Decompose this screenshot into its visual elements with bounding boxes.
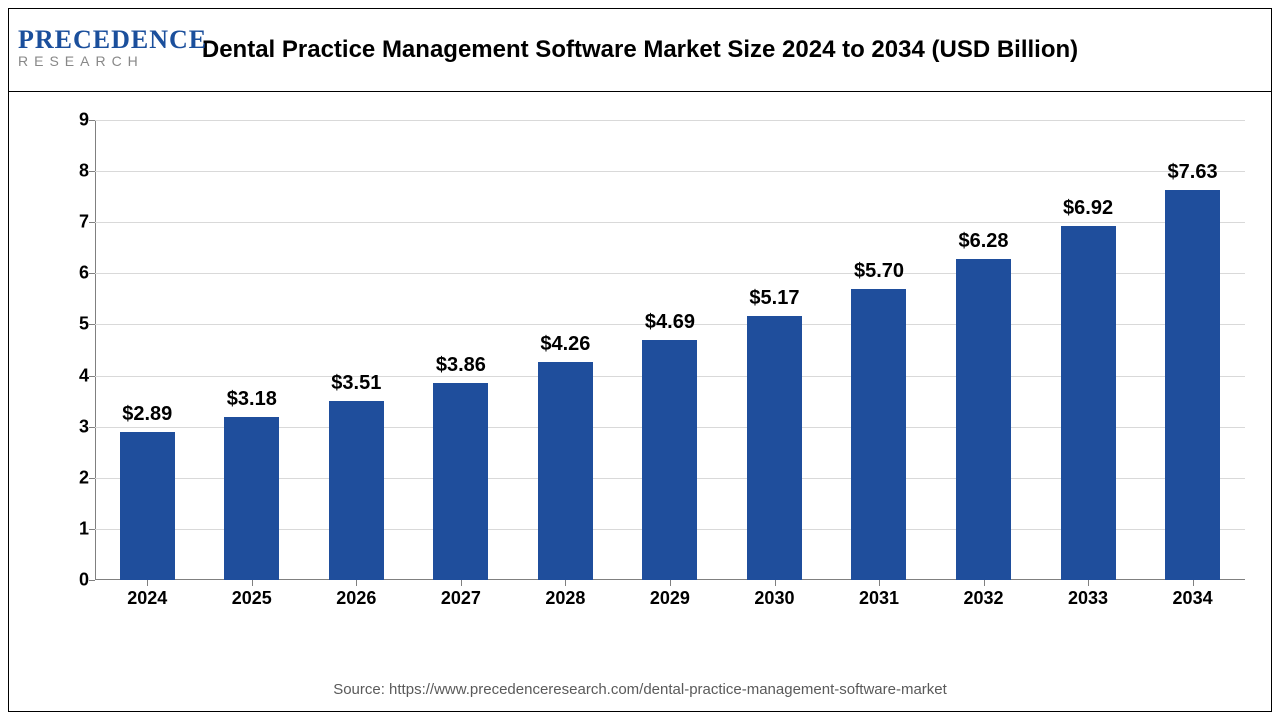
bar	[747, 316, 802, 580]
bar-value-label: $6.92	[1063, 197, 1113, 220]
bar-group: $6.92	[1038, 226, 1138, 580]
x-tick-label: 2028	[515, 588, 615, 609]
y-tick-label: 5	[65, 314, 89, 335]
header: PRECEDENCE RESEARCH Dental Practice Mana…	[8, 8, 1272, 92]
bar-value-label: $6.28	[958, 230, 1008, 253]
x-tick-mark	[984, 580, 985, 586]
bars-container: $2.89$3.18$3.51$3.86$4.26$4.69$5.17$5.70…	[95, 120, 1245, 580]
bar	[956, 259, 1011, 580]
x-tick-label: 2029	[620, 588, 720, 609]
bar-group: $5.70	[829, 289, 929, 580]
x-tick-mark	[565, 580, 566, 586]
x-tick-mark	[356, 580, 357, 586]
x-tick-mark	[670, 580, 671, 586]
bar	[1061, 226, 1116, 580]
bar	[329, 401, 384, 580]
x-tick-label: 2025	[202, 588, 302, 609]
source-caption: Source: https://www.precedenceresearch.c…	[0, 681, 1280, 698]
chart-title: Dental Practice Management Software Mark…	[202, 36, 1078, 64]
bar	[120, 432, 175, 580]
y-tick-label: 0	[65, 570, 89, 591]
x-tick-label: 2031	[829, 588, 929, 609]
y-tick-label: 1	[65, 518, 89, 539]
bar-value-label: $4.69	[645, 311, 695, 334]
x-tick-label: 2027	[411, 588, 511, 609]
bar-value-label: $2.89	[122, 403, 172, 426]
x-axis-labels: 2024202520262027202820292030203120322033…	[95, 588, 1245, 609]
bar	[851, 289, 906, 580]
bar-group: $2.89	[97, 432, 197, 580]
chart-area: 0123456789 $2.89$3.18$3.51$3.86$4.26$4.6…	[95, 120, 1245, 620]
bar-value-label: $4.26	[540, 333, 590, 356]
x-tick-label: 2032	[934, 588, 1034, 609]
logo-brand: PRECEDENCE	[18, 27, 228, 53]
plot-region: 0123456789 $2.89$3.18$3.51$3.86$4.26$4.6…	[95, 120, 1245, 580]
bar-value-label: $3.86	[436, 354, 486, 377]
bar-value-label: $3.18	[227, 388, 277, 411]
y-tick-label: 8	[65, 161, 89, 182]
y-tick-label: 6	[65, 263, 89, 284]
y-tick-label: 2	[65, 467, 89, 488]
x-tick-label: 2033	[1038, 588, 1138, 609]
x-tick-label: 2026	[306, 588, 406, 609]
x-tick-label: 2024	[97, 588, 197, 609]
x-tick-mark	[252, 580, 253, 586]
bar	[433, 383, 488, 580]
bar	[224, 417, 279, 580]
bar-value-label: $7.63	[1168, 161, 1218, 184]
bar	[1165, 190, 1220, 580]
x-tick-mark	[1088, 580, 1089, 586]
y-tick-label: 4	[65, 365, 89, 386]
bar-group: $7.63	[1143, 190, 1243, 580]
x-tick-mark	[147, 580, 148, 586]
bar-value-label: $3.51	[331, 372, 381, 395]
bar-group: $3.86	[411, 383, 511, 580]
x-tick-mark	[775, 580, 776, 586]
bar-group: $4.26	[515, 362, 615, 580]
bar	[642, 340, 697, 580]
bar-group: $4.69	[620, 340, 720, 580]
bar-group: $3.51	[306, 401, 406, 580]
bar-group: $6.28	[934, 259, 1034, 580]
bar	[538, 362, 593, 580]
x-tick-mark	[1193, 580, 1194, 586]
bar-value-label: $5.70	[854, 260, 904, 283]
logo: PRECEDENCE RESEARCH	[18, 18, 228, 78]
x-tick-label: 2030	[724, 588, 824, 609]
x-tick-mark	[879, 580, 880, 586]
y-tick-label: 7	[65, 212, 89, 233]
bar-value-label: $5.17	[749, 287, 799, 310]
y-tick-label: 3	[65, 416, 89, 437]
x-tick-label: 2034	[1143, 588, 1243, 609]
logo-subtext: RESEARCH	[18, 53, 228, 70]
x-tick-mark	[461, 580, 462, 586]
bar-group: $3.18	[202, 417, 302, 580]
bar-group: $5.17	[724, 316, 824, 580]
y-tick-label: 9	[65, 110, 89, 131]
y-tick-mark	[89, 580, 95, 581]
